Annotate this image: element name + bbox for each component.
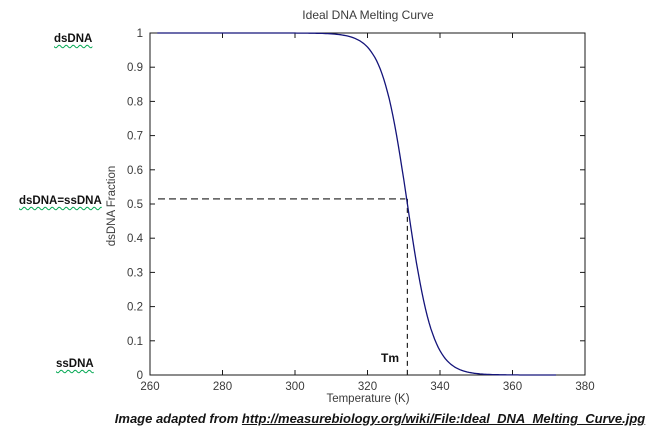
x-tick-label: 380 [575,381,594,393]
y-tick-label: 0.4 [127,233,144,245]
y-tick-label: 0.9 [127,62,143,74]
y-axis-label: dsDNA Fraction [106,165,118,247]
caption-link[interactable]: http://measurebiology.org/wiki/File:Idea… [241,411,646,426]
x-tick-label: 340 [430,381,449,393]
y-tick-label: 0.3 [127,267,143,279]
x-tick-label: 300 [285,381,304,393]
tm-annotation: Tm [381,351,399,365]
x-axis-label: Temperature (K) [326,393,410,405]
y-tick-label: 0 [137,370,143,382]
x-tick-label: 280 [213,381,232,393]
x-tick-label: 260 [140,381,159,393]
y-tick-label: 1 [137,28,143,40]
chart-title: Ideal DNA Melting Curve [302,8,434,22]
annotation-dsdna: dsDNA [54,33,93,45]
annotation-dsdna-equals-ssdna: dsDNA=ssDNA [19,195,102,207]
x-tick-label: 360 [503,381,522,393]
y-tick-label: 0.1 [127,336,143,348]
plot-box [149,32,586,376]
caption: Image adapted from http://measurebiology… [115,411,645,426]
y-tick-label: 0.7 [127,131,143,143]
annotation-ssdna: ssDNA [56,358,94,370]
y-tick-label: 0.6 [127,165,143,177]
melting-curve-line [157,32,556,376]
y-tick-label: 0.2 [127,302,143,314]
x-tick-label: 320 [358,381,377,393]
y-tick-label: 0.8 [127,96,143,108]
caption-prefix: Image adapted from [114,411,242,426]
y-tick-label: 0.5 [127,199,143,211]
